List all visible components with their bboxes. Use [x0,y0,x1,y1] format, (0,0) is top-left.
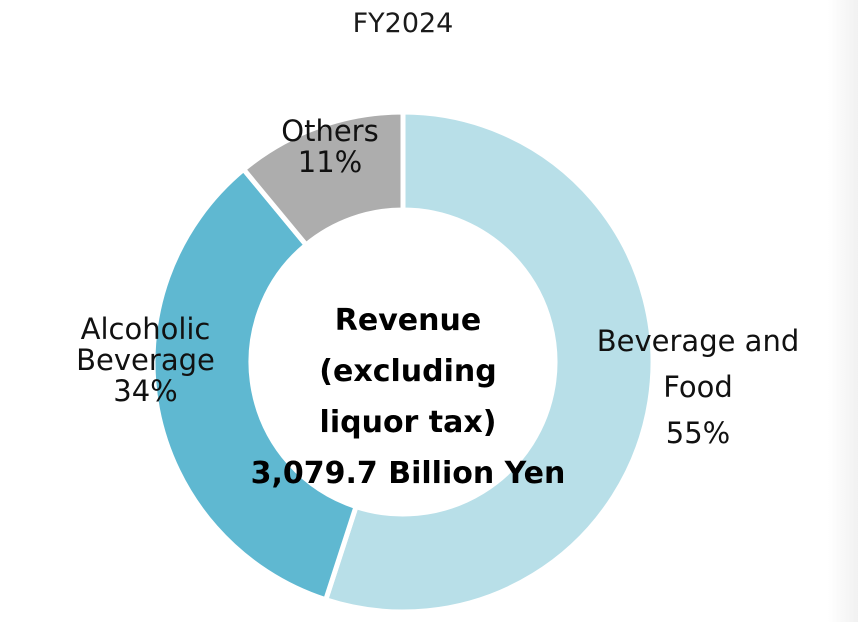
donut-segment-alcoholic-beverage [150,165,360,603]
label-alcoholic-line1: Alcoholic [80,312,211,346]
label-alcoholic-line2: Beverage [76,343,215,377]
center-label-line2: liquor tax) [319,405,497,440]
label-bevfood-line1: Beverage and [596,324,800,358]
label-others: Others 11% [255,116,405,178]
label-alcoholic-pct: 34% [113,374,178,408]
label-bevfood-line2: Food [663,370,733,404]
center-label-line1: Revenue (excluding [319,303,497,389]
donut-segment-others [240,109,406,249]
center-label: Revenue (excluding liquor tax) 3,079.7 B… [243,295,573,499]
label-alcoholic-beverage: Alcoholic Beverage 34% [58,314,233,407]
chart-title: FY2024 [352,8,454,39]
page-edge-shadow [828,0,858,622]
label-beverage-and-food: Beverage and Food 55% [588,318,808,456]
label-bevfood-pct: 55% [665,416,731,450]
label-others-pct: 11% [297,145,363,179]
label-others-name: Others [281,114,379,148]
center-label-line3: 3,079.7 Billion Yen [250,456,566,491]
donut-segment-beverage-and-food [322,109,656,615]
